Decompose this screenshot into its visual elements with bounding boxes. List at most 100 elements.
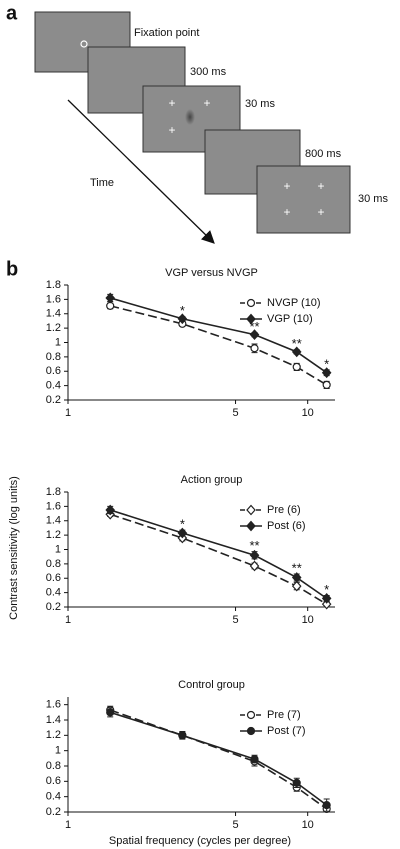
marker [178, 731, 187, 740]
legend-label: Post (7) [267, 725, 306, 737]
y-tick-label: 1 [55, 745, 61, 757]
significance: * [324, 356, 329, 371]
significance: ** [292, 336, 302, 351]
marker [246, 520, 256, 532]
cross: + [283, 205, 290, 219]
y-tick-label: 1.2 [46, 322, 61, 334]
significance: * [180, 517, 185, 532]
marker [246, 504, 256, 516]
marker [177, 527, 188, 539]
screen-label: 30 ms [358, 193, 388, 205]
marker [249, 549, 260, 561]
marker [321, 367, 332, 379]
screen-label: Fixation point [134, 27, 199, 39]
y-tick-label: 1.4 [46, 515, 61, 527]
marker [246, 726, 256, 736]
marker [321, 598, 332, 610]
marker [249, 560, 260, 572]
y-tick-label: 1 [55, 336, 61, 348]
panel-label: b [6, 258, 18, 280]
y-tick-label: 0.8 [46, 760, 61, 772]
y-tick-label: 0.4 [46, 587, 61, 599]
time-arrow [67, 99, 215, 244]
chart-title: VGP versus NVGP [165, 267, 258, 279]
legend-label: Pre (7) [267, 709, 301, 721]
significance: ** [249, 538, 259, 553]
y-tick-label: 0.2 [46, 394, 61, 406]
marker [106, 301, 115, 310]
marker [177, 313, 188, 325]
significance: * [324, 582, 329, 597]
marker [250, 754, 259, 764]
fixation-point [80, 40, 88, 48]
y-tick-label: 1.8 [46, 486, 61, 498]
time-label: Time [90, 177, 114, 189]
significance: ** [249, 319, 259, 334]
cross: + [168, 123, 175, 137]
marker [291, 572, 302, 583]
x-tick-label: 5 [232, 407, 238, 419]
cross: + [317, 179, 324, 193]
screen-label: 30 ms [245, 98, 275, 110]
x-tick-label: 10 [302, 407, 314, 419]
marker [246, 298, 256, 308]
legend-label: VGP (10) [267, 313, 313, 325]
screen-label: 800 ms [305, 148, 342, 160]
x-tick-label: 10 [302, 614, 314, 626]
y-tick-label: 1.6 [46, 500, 61, 512]
marker [105, 292, 116, 304]
panel-label: a [6, 2, 18, 24]
cross: + [203, 96, 210, 110]
y-tick-label: 0.8 [46, 351, 61, 363]
y-tick-label: 0.4 [46, 380, 61, 392]
chart-title: Control group [178, 679, 245, 691]
marker [246, 710, 256, 720]
screen [204, 129, 301, 195]
x-axis-label: Spatial frequency (cycles per degree) [109, 835, 291, 847]
legend-label: Pre (6) [267, 504, 301, 516]
significance: * [180, 303, 185, 318]
y-tick-label: 1.4 [46, 308, 61, 320]
y-tick-label: 0.2 [46, 806, 61, 818]
x-tick-label: 5 [232, 614, 238, 626]
x-tick-label: 1 [65, 614, 71, 626]
marker [291, 580, 302, 592]
y-tick-label: 1.2 [46, 529, 61, 541]
legend-label: NVGP (10) [267, 297, 321, 309]
line [109, 513, 328, 605]
y-tick-label: 0.8 [46, 558, 61, 570]
y-tick-label: 0.4 [46, 791, 61, 803]
cross: + [317, 205, 324, 219]
y-tick-label: 1.6 [46, 293, 61, 305]
screen-label: 300 ms [190, 66, 227, 78]
y-tick-label: 1 [55, 543, 61, 555]
marker [246, 313, 256, 325]
gabor [185, 109, 195, 125]
marker [106, 708, 115, 717]
line [109, 709, 328, 810]
y-tick-label: 1.2 [46, 729, 61, 741]
y-tick-label: 1.8 [46, 279, 61, 291]
x-tick-label: 1 [65, 407, 71, 419]
marker [250, 344, 259, 353]
y-tick-label: 0.2 [46, 601, 61, 613]
cross: + [283, 179, 290, 193]
y-tick-label: 0.6 [46, 775, 61, 787]
y-tick-label: 1.4 [46, 714, 61, 726]
chart-title: Action group [181, 474, 243, 486]
marker [249, 329, 260, 340]
significance: ** [292, 560, 302, 575]
y-tick-label: 1.6 [46, 699, 61, 711]
marker [292, 362, 301, 372]
x-tick-label: 1 [65, 819, 71, 831]
marker [322, 800, 331, 810]
marker [291, 346, 302, 358]
x-tick-label: 10 [302, 819, 314, 831]
x-tick-label: 5 [232, 819, 238, 831]
legend-label: Post (6) [267, 520, 306, 532]
marker [321, 592, 332, 604]
screen [256, 165, 351, 234]
marker [105, 504, 116, 516]
cross: + [168, 96, 175, 110]
